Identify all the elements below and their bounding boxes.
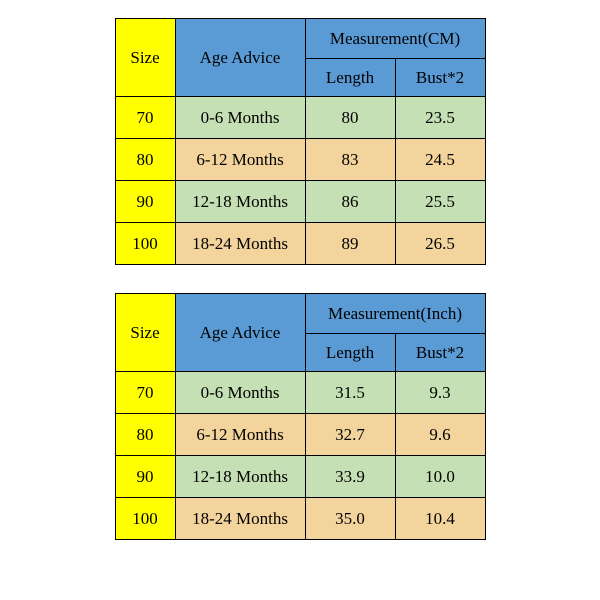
cell-bust: 9.6 (395, 414, 485, 456)
header-size: Size (115, 294, 175, 372)
table-row: 70 0-6 Months 31.5 9.3 (115, 372, 485, 414)
cell-length: 83 (305, 139, 395, 181)
table-row: 80 6-12 Months 32.7 9.6 (115, 414, 485, 456)
header-length: Length (305, 59, 395, 97)
cell-age: 18-24 Months (175, 223, 305, 265)
header-age: Age Advice (175, 19, 305, 97)
size-table-inch: Size Age Advice Measurement(Inch) Length… (115, 293, 486, 540)
header-length: Length (305, 334, 395, 372)
cell-length: 32.7 (305, 414, 395, 456)
table-row: 90 12-18 Months 33.9 10.0 (115, 456, 485, 498)
header-bust: Bust*2 (395, 334, 485, 372)
cell-age: 0-6 Months (175, 97, 305, 139)
cell-bust: 23.5 (395, 97, 485, 139)
table-row: 100 18-24 Months 89 26.5 (115, 223, 485, 265)
header-measurement-group: Measurement(CM) (305, 19, 485, 59)
cell-bust: 24.5 (395, 139, 485, 181)
cell-size: 90 (115, 181, 175, 223)
header-bust: Bust*2 (395, 59, 485, 97)
cell-bust: 26.5 (395, 223, 485, 265)
cell-size: 100 (115, 223, 175, 265)
cell-length: 86 (305, 181, 395, 223)
size-table-cm: Size Age Advice Measurement(CM) Length B… (115, 18, 486, 265)
header-measurement-group: Measurement(Inch) (305, 294, 485, 334)
cell-age: 6-12 Months (175, 414, 305, 456)
table-row: 100 18-24 Months 35.0 10.4 (115, 498, 485, 540)
cell-length: 89 (305, 223, 395, 265)
table-row: 70 0-6 Months 80 23.5 (115, 97, 485, 139)
cell-bust: 10.0 (395, 456, 485, 498)
table-row: 80 6-12 Months 83 24.5 (115, 139, 485, 181)
cell-length: 33.9 (305, 456, 395, 498)
cell-length: 35.0 (305, 498, 395, 540)
cell-size: 70 (115, 97, 175, 139)
cell-bust: 10.4 (395, 498, 485, 540)
header-age: Age Advice (175, 294, 305, 372)
cell-size: 80 (115, 139, 175, 181)
cell-age: 6-12 Months (175, 139, 305, 181)
cell-age: 18-24 Months (175, 498, 305, 540)
cell-length: 31.5 (305, 372, 395, 414)
cell-size: 70 (115, 372, 175, 414)
cell-bust: 9.3 (395, 372, 485, 414)
cell-size: 90 (115, 456, 175, 498)
header-size: Size (115, 19, 175, 97)
cell-size: 80 (115, 414, 175, 456)
cell-age: 12-18 Months (175, 456, 305, 498)
cell-age: 0-6 Months (175, 372, 305, 414)
cell-size: 100 (115, 498, 175, 540)
cell-bust: 25.5 (395, 181, 485, 223)
cell-length: 80 (305, 97, 395, 139)
table-row: 90 12-18 Months 86 25.5 (115, 181, 485, 223)
cell-age: 12-18 Months (175, 181, 305, 223)
